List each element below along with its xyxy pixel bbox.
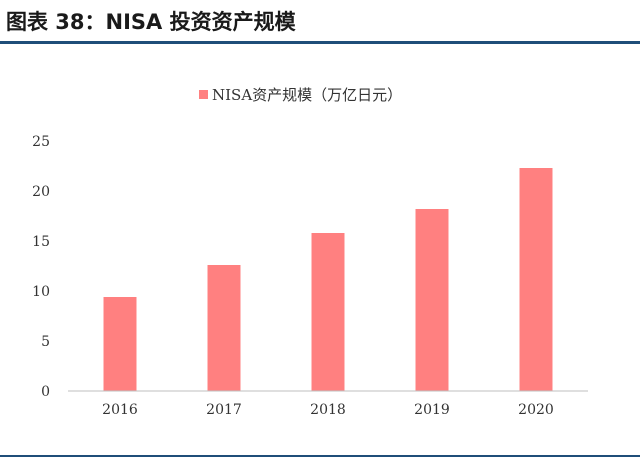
bars: [103, 168, 553, 391]
header-rule: [0, 41, 640, 44]
x-tick-label: 2019: [414, 402, 450, 418]
bar: [311, 233, 345, 391]
y-tick-label: 20: [32, 184, 50, 200]
chart-legend: NISA资产规模（万亿日元）: [199, 86, 402, 104]
x-axis: 2016 2017 2018 2019 2020: [102, 402, 554, 418]
bar: [415, 209, 449, 391]
bar: [519, 168, 553, 391]
x-tick-label: 2017: [206, 402, 242, 418]
y-tick-label: 10: [32, 284, 50, 300]
x-tick-label: 2020: [518, 402, 554, 418]
y-tick-label: 5: [41, 334, 50, 350]
legend-swatch: [199, 90, 208, 99]
bar: [207, 265, 241, 391]
figure-header: 图表 38：NISA 投资资产规模: [0, 0, 640, 44]
bar: [103, 297, 137, 391]
legend-label: NISA资产规模（万亿日元）: [212, 86, 402, 104]
footer-rule: [0, 455, 640, 457]
x-tick-label: 2016: [102, 402, 138, 418]
y-tick-label: 25: [32, 134, 50, 150]
y-tick-label: 0: [41, 384, 50, 400]
y-tick-label: 15: [32, 234, 50, 250]
y-axis: 0 5 10 15 20 25: [32, 134, 50, 400]
figure-title: 图表 38：NISA 投资资产规模: [6, 10, 296, 34]
x-tick-label: 2018: [310, 402, 346, 418]
